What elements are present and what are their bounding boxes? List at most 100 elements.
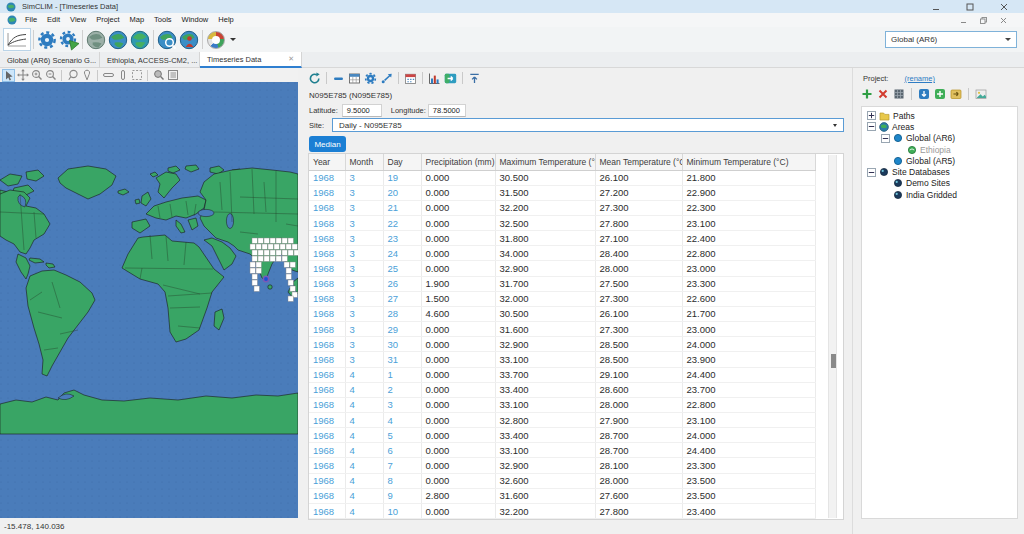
table-row[interactable]: 1968410.00033.70029.10024.400 [309, 367, 815, 382]
close-button[interactable] [1000, 3, 1008, 11]
globe-blue-button[interactable] [107, 28, 129, 51]
menu-item-edit[interactable]: Edit [42, 13, 65, 27]
marquee-tool-button[interactable] [130, 69, 143, 82]
menu-item-view[interactable]: View [65, 13, 91, 27]
table-cell-link[interactable]: 1968 [309, 322, 345, 337]
table-cell-link[interactable]: 1968 [309, 261, 345, 276]
tab-close-icon[interactable]: ✕ [288, 55, 294, 63]
table-scrollbar-thumb[interactable] [831, 354, 836, 368]
menu-item-project[interactable]: Project [91, 13, 124, 27]
table-row[interactable]: 19683300.00032.90028.50024.000 [309, 337, 815, 352]
table-row[interactable]: 19683220.00032.50027.80023.100 [309, 215, 815, 230]
table-cell-link[interactable]: 3 [345, 337, 383, 352]
table-row[interactable]: 1968430.00033.10028.00022.800 [309, 397, 815, 412]
export-database-button[interactable] [950, 88, 962, 100]
table-row[interactable]: 19683284.60030.50026.10021.700 [309, 306, 815, 321]
table-cell-link[interactable]: 3 [345, 352, 383, 367]
menu-item-map[interactable]: Map [125, 13, 150, 27]
table-cell-link[interactable]: 4 [383, 413, 421, 428]
table-cell-link[interactable]: 3 [345, 215, 383, 230]
tree-item-india-gridded[interactable]: India Gridded [862, 189, 1017, 200]
settings-button[interactable] [364, 72, 377, 85]
add-button[interactable] [861, 88, 873, 100]
chart-button[interactable] [428, 72, 441, 85]
table-row[interactable]: 19684100.00032.20027.80023.400 [309, 503, 815, 518]
table-cell-link[interactable]: 2 [383, 382, 421, 397]
table-cell-link[interactable]: 1968 [309, 382, 345, 397]
tree-item-ethiopia[interactable]: Ethiopia [862, 144, 1017, 155]
world-map[interactable] [0, 82, 298, 518]
column-header[interactable]: Minimum Temperature (°C) [682, 154, 815, 170]
table-cell-link[interactable]: 4 [345, 397, 383, 412]
maximize-button[interactable] [966, 3, 974, 11]
results-chart-button[interactable] [3, 28, 31, 51]
rename-link[interactable]: (rename) [905, 74, 935, 83]
table-cell-link[interactable]: 1968 [309, 337, 345, 352]
globe-gray-button[interactable] [85, 28, 107, 51]
import-database-button[interactable] [918, 88, 930, 100]
table-cell-link[interactable]: 1 [383, 367, 421, 382]
site-select[interactable]: Daily - N095E785 [332, 118, 844, 132]
table-row[interactable]: 1968420.00033.40028.60023.700 [309, 382, 815, 397]
tree-item-paths[interactable]: Paths [862, 110, 1017, 121]
table-cell-link[interactable]: 5 [383, 428, 421, 443]
table-cell-link[interactable]: 1968 [309, 200, 345, 215]
settings-gear-button[interactable] [36, 28, 58, 51]
table-cell-link[interactable]: 3 [345, 276, 383, 291]
menu-item-tools[interactable]: Tools [149, 13, 177, 27]
table-cell-link[interactable]: 4 [345, 367, 383, 382]
tree-item-site-databases[interactable]: Site Databases [862, 166, 1017, 177]
table-row[interactable]: 19683290.00031.60027.30023.000 [309, 322, 815, 337]
image-button[interactable] [975, 88, 987, 100]
table-row[interactable]: 1968470.00032.90028.10023.300 [309, 458, 815, 473]
table-cell-link[interactable]: 27 [383, 291, 421, 306]
table-cell-link[interactable]: 7 [383, 458, 421, 473]
table-cell-link[interactable]: 4 [345, 428, 383, 443]
table-cell-link[interactable]: 1968 [309, 397, 345, 412]
table-cell-link[interactable]: 1968 [309, 276, 345, 291]
globe-teal-button[interactable] [129, 28, 151, 51]
tree-item-demo-sites[interactable]: Demo Sites [862, 178, 1017, 189]
table-cell-link[interactable]: 1968 [309, 291, 345, 306]
table-cell-link[interactable]: 4 [345, 443, 383, 458]
column-header[interactable]: Precipitation (mm) [421, 154, 495, 170]
table-row[interactable]: 19683210.00032.20027.30022.300 [309, 200, 815, 215]
table-view-button[interactable] [348, 72, 361, 85]
latitude-field[interactable]: 9.5000 [342, 104, 382, 117]
scenario-select[interactable]: Global (AR6) [885, 31, 1017, 48]
table-cell-link[interactable]: 22 [383, 215, 421, 230]
table-row[interactable]: 19683271.50032.00027.30022.600 [309, 291, 815, 306]
select-site-button[interactable] [380, 72, 393, 85]
mdi-close-button[interactable] [1000, 17, 1007, 24]
table-cell-link[interactable]: 6 [383, 443, 421, 458]
tree-item-global-ar5[interactable]: Global (AR5) [862, 155, 1017, 166]
column-header[interactable]: Mean Temperature (°C) [595, 154, 682, 170]
table-cell-link[interactable]: 4 [345, 382, 383, 397]
table-cell-link[interactable]: 3 [345, 246, 383, 261]
refresh-button[interactable] [308, 72, 321, 85]
table-cell-link[interactable]: 1968 [309, 215, 345, 230]
rect-tool-button[interactable] [116, 69, 129, 82]
collapse-icon[interactable] [881, 134, 890, 143]
globe-person-button[interactable] [178, 28, 200, 51]
table-cell-link[interactable]: 3 [345, 261, 383, 276]
zoom-selection-button[interactable] [152, 69, 165, 82]
menu-item-file[interactable]: File [20, 13, 42, 27]
median-button[interactable]: Median [309, 136, 346, 152]
table-row[interactable]: 1968440.00032.80027.90023.100 [309, 413, 815, 428]
table-cell-link[interactable]: 3 [345, 200, 383, 215]
pin-tool-button[interactable] [80, 69, 93, 82]
expand-icon[interactable] [867, 111, 876, 120]
add-database-button[interactable] [934, 88, 946, 100]
table-cell-link[interactable]: 21 [383, 200, 421, 215]
table-cell-link[interactable]: 4 [345, 488, 383, 503]
table-row[interactable]: 1968480.00032.60028.00023.500 [309, 473, 815, 488]
table-cell-link[interactable]: 10 [383, 503, 421, 518]
tab-timeseries-data[interactable]: Timeseries Data✕ [200, 52, 302, 68]
table-cell-link[interactable]: 1968 [309, 458, 345, 473]
globe-search-button[interactable] [156, 28, 178, 51]
menu-item-help[interactable]: Help [213, 13, 238, 27]
table-cell-link[interactable]: 3 [383, 397, 421, 412]
table-cell-link[interactable]: 31 [383, 352, 421, 367]
table-cell-link[interactable]: 3 [345, 306, 383, 321]
